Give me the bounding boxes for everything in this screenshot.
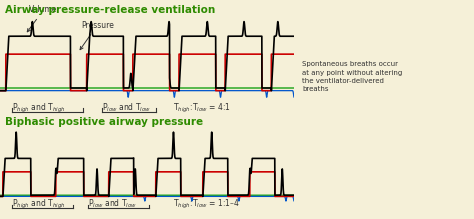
Text: P$_{high}$ and T$_{high}$: P$_{high}$ and T$_{high}$ [12, 198, 66, 212]
Text: P$_{low}$ and T$_{low}$: P$_{low}$ and T$_{low}$ [88, 198, 137, 210]
Text: T$_{high}$:T$_{low}$ = 4:1: T$_{high}$:T$_{low}$ = 4:1 [173, 102, 231, 115]
Text: T$_{high}$:T$_{low}$ = 1:1–4: T$_{high}$:T$_{low}$ = 1:1–4 [173, 198, 240, 212]
Text: P$_{high}$ and T$_{high}$: P$_{high}$ and T$_{high}$ [12, 102, 66, 115]
Text: P$_{low}$ and T$_{low}$: P$_{low}$ and T$_{low}$ [102, 102, 151, 114]
Text: Pressure: Pressure [80, 21, 114, 50]
Text: Spontaneous breaths occur
at any point without altering
the ventilator-delivered: Spontaneous breaths occur at any point w… [302, 61, 402, 92]
Text: Volume: Volume [27, 5, 58, 32]
Text: Biphasic positive airway pressure: Biphasic positive airway pressure [5, 117, 203, 127]
Text: Airway pressure-release ventilation: Airway pressure-release ventilation [5, 5, 215, 16]
